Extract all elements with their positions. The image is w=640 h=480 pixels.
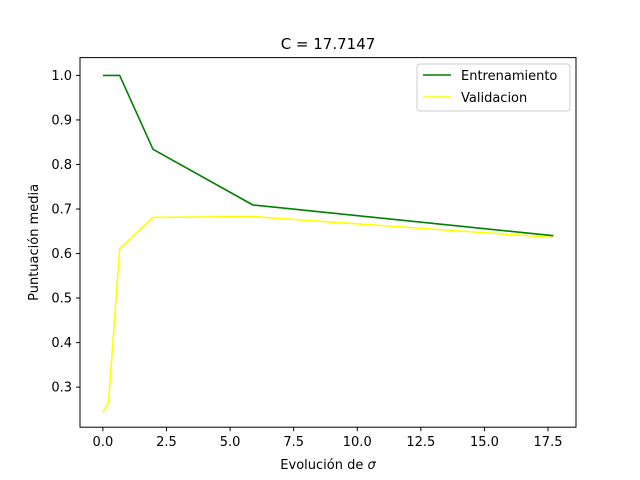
y-tick-label: 0.8: [51, 158, 72, 173]
series-line-entrenamiento: [102, 74, 554, 237]
y-tick-label: 0.7: [51, 203, 72, 218]
x-tick-label: 10.0: [343, 435, 372, 450]
y-tick-label: 0.9: [51, 113, 72, 128]
series-line-validacion: [102, 215, 554, 413]
x-axis: 0.0 2.5 5.0 7.5 10.0 12.5 15.0 17.5: [93, 427, 563, 450]
x-tick-label: 5.0: [220, 435, 241, 450]
y-tick-label: 0.6: [51, 247, 72, 262]
x-tick-label: 2.5: [156, 435, 177, 450]
plot-frame: [79, 57, 577, 428]
x-axis-label-prefix: Evolución de: [280, 458, 363, 473]
y-tick-label: 0.5: [51, 292, 72, 307]
x-axis-label: Evolución de σ: [280, 458, 376, 473]
legend-label-entrenamiento: Entrenamiento: [461, 69, 557, 84]
x-tick-label: 17.5: [534, 435, 563, 450]
x-tick-label: 12.5: [406, 435, 435, 450]
legend-frame: [416, 63, 571, 112]
y-tick-label: 0.3: [51, 381, 72, 396]
x-axis-label-symbol: σ: [367, 458, 376, 473]
x-tick-label: 0.0: [93, 435, 114, 450]
legend-label-validacion: Validacion: [461, 91, 527, 106]
series-layer: [102, 74, 554, 413]
chart-title: C = 17.7147: [281, 35, 376, 53]
x-tick-label: 15.0: [470, 435, 499, 450]
y-tick-label: 0.4: [51, 336, 72, 351]
y-tick-label: 1.0: [51, 69, 72, 84]
y-axis: 0.3 0.4 0.5 0.6 0.7 0.8 0.9 1.0: [51, 69, 80, 396]
x-tick-label: 7.5: [283, 435, 304, 450]
legend: Entrenamiento Validacion: [416, 63, 571, 112]
y-axis-label: Puntuación media: [27, 184, 42, 301]
